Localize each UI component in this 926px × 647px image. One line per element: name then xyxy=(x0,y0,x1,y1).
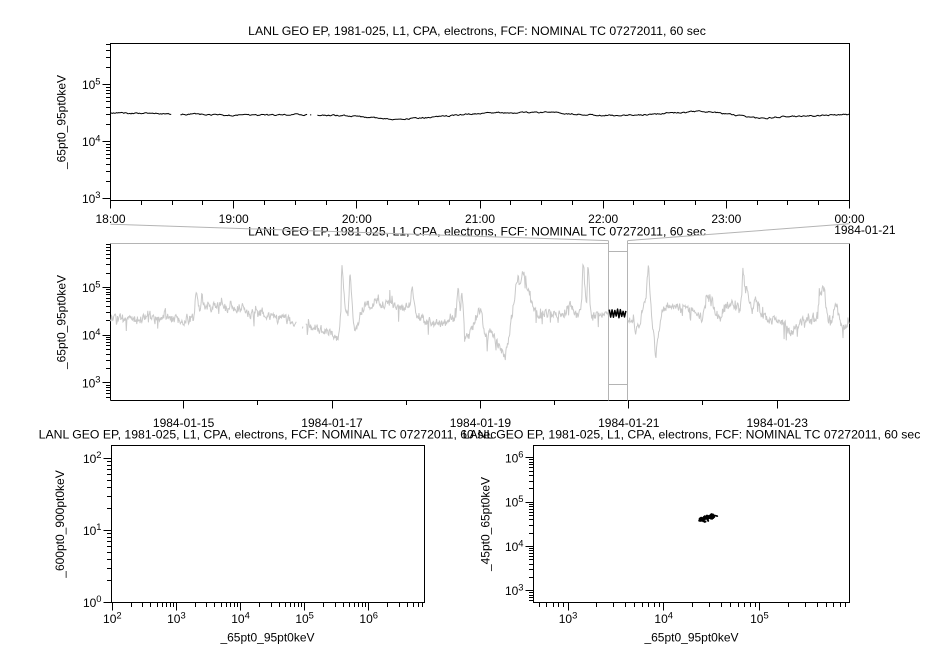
svg-text:LANL GEO EP, 1981-025, L1, CPA: LANL GEO EP, 1981-025, L1, CPA, electron… xyxy=(463,427,921,441)
svg-text:10: 10 xyxy=(82,376,96,390)
svg-text:10: 10 xyxy=(83,524,97,538)
svg-text:2: 2 xyxy=(96,449,101,460)
svg-text:6: 6 xyxy=(518,449,523,460)
svg-text:4: 4 xyxy=(95,132,100,143)
svg-text:10: 10 xyxy=(82,78,96,92)
svg-text:10: 10 xyxy=(505,584,519,598)
svg-text:_65pt0_95pt0keV: _65pt0_95pt0keV xyxy=(643,630,738,644)
svg-text:4: 4 xyxy=(245,609,250,620)
svg-text:10: 10 xyxy=(82,329,96,343)
svg-text:5: 5 xyxy=(95,76,100,87)
svg-text:1984-01-19: 1984-01-19 xyxy=(450,416,512,430)
svg-text:LANL GEO EP, 1981-025, L1, CPA: LANL GEO EP, 1981-025, L1, CPA, electron… xyxy=(248,24,706,38)
svg-text:1984-01-21: 1984-01-21 xyxy=(834,223,896,237)
svg-text:_65pt0_95pt0keV: _65pt0_95pt0keV xyxy=(55,275,69,370)
svg-text:10: 10 xyxy=(83,452,97,466)
svg-text:19:00: 19:00 xyxy=(219,212,249,226)
svg-text:1984-01-23: 1984-01-23 xyxy=(747,416,809,430)
svg-text:1984-01-17: 1984-01-17 xyxy=(301,416,363,430)
svg-text:18:00: 18:00 xyxy=(95,212,125,226)
svg-text:3: 3 xyxy=(572,609,577,620)
svg-text:10: 10 xyxy=(750,612,764,626)
svg-text:10: 10 xyxy=(82,135,96,149)
svg-text:LANL GEO EP, 1981-025, L1, CPA: LANL GEO EP, 1981-025, L1, CPA, electron… xyxy=(39,427,497,441)
svg-text:21:00: 21:00 xyxy=(465,212,495,226)
svg-text:5: 5 xyxy=(763,609,768,620)
svg-text:5: 5 xyxy=(95,278,100,289)
svg-text:10: 10 xyxy=(167,612,181,626)
svg-text:00:00: 00:00 xyxy=(834,212,864,226)
svg-text:10: 10 xyxy=(83,596,97,610)
svg-text:_65pt0_95pt0keV: _65pt0_95pt0keV xyxy=(55,75,69,170)
svg-text:3: 3 xyxy=(95,374,100,385)
svg-text:LANL GEO EP, 1981-025, L1, CPA: LANL GEO EP, 1981-025, L1, CPA, electron… xyxy=(248,225,706,239)
svg-text:10: 10 xyxy=(505,496,519,510)
svg-text:10: 10 xyxy=(505,451,519,465)
svg-text:4: 4 xyxy=(518,537,523,548)
svg-text:5: 5 xyxy=(518,493,523,504)
svg-text:10: 10 xyxy=(654,612,668,626)
svg-text:22:00: 22:00 xyxy=(588,212,618,226)
svg-text:10: 10 xyxy=(82,281,96,295)
svg-text:10: 10 xyxy=(359,612,373,626)
svg-text:1984-01-15: 1984-01-15 xyxy=(153,416,215,430)
svg-text:10: 10 xyxy=(559,612,573,626)
svg-text:5: 5 xyxy=(309,609,314,620)
svg-text:20:00: 20:00 xyxy=(342,212,372,226)
svg-text:10: 10 xyxy=(505,540,519,554)
svg-text:10: 10 xyxy=(231,612,245,626)
svg-text:_45pt0_65pt0keV: _45pt0_65pt0keV xyxy=(479,477,493,572)
svg-text:6: 6 xyxy=(373,609,378,620)
svg-text:_65pt0_95pt0keV: _65pt0_95pt0keV xyxy=(219,630,314,644)
svg-text:3: 3 xyxy=(518,582,523,593)
svg-text:1: 1 xyxy=(96,521,101,532)
svg-text:10: 10 xyxy=(103,612,117,626)
svg-text:4: 4 xyxy=(668,609,673,620)
svg-text:3: 3 xyxy=(95,189,100,200)
svg-text:10: 10 xyxy=(295,612,309,626)
svg-text:10: 10 xyxy=(82,192,96,206)
svg-text:_600pt0_900pt0keV: _600pt0_900pt0keV xyxy=(53,470,67,578)
svg-text:0: 0 xyxy=(96,593,101,604)
svg-text:4: 4 xyxy=(95,326,100,337)
svg-text:2: 2 xyxy=(116,609,121,620)
svg-text:1984-01-21: 1984-01-21 xyxy=(598,416,660,430)
svg-text:23:00: 23:00 xyxy=(711,212,741,226)
svg-text:3: 3 xyxy=(180,609,185,620)
